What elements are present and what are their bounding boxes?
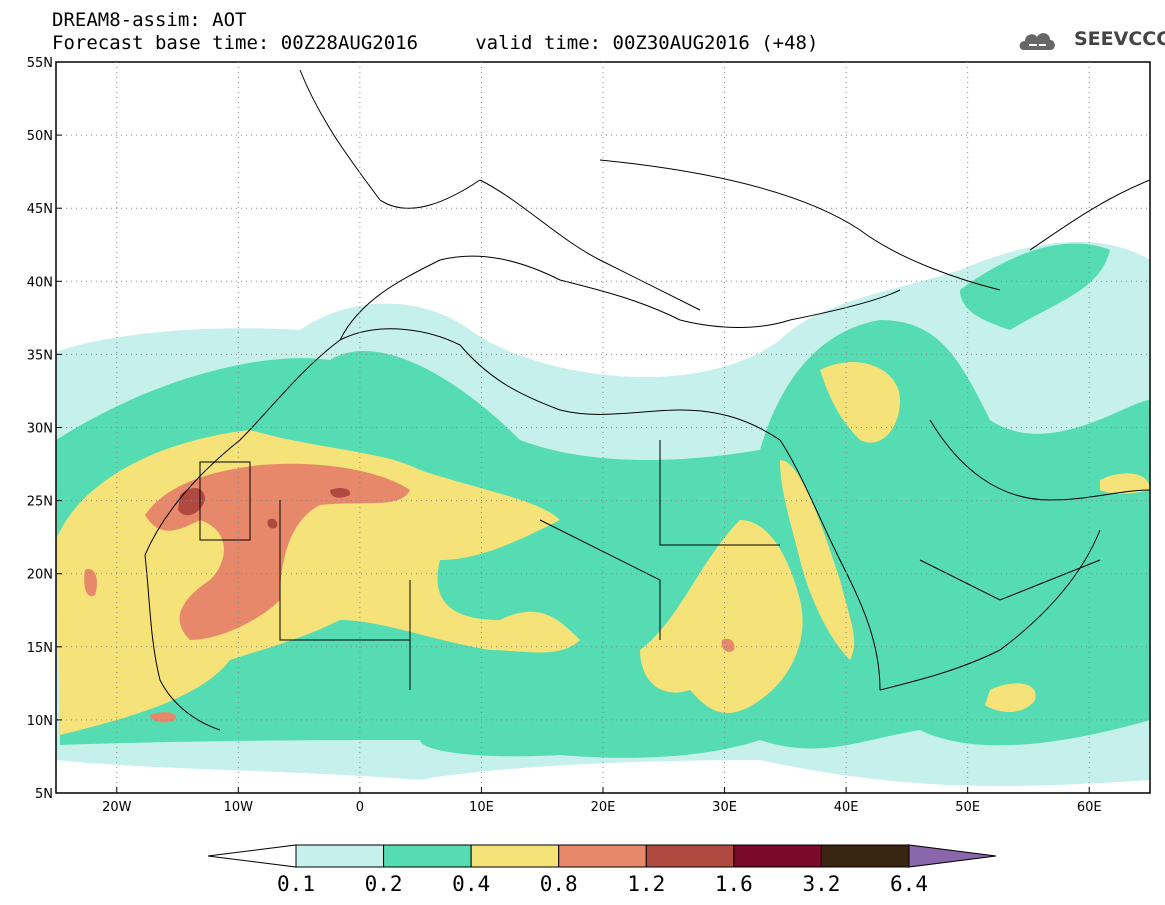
cloud-logo-icon [1019,33,1055,50]
colorbar-label: 1.2 [627,872,666,896]
lon-tick-label: 10E [469,800,494,815]
axis-ticks: 55N 50N 45N 40N 35N 30N 25N 20N 15N 10N 5N 20W 10W 0 1… [27,56,1102,815]
lon-tick-label: 20E [591,800,616,815]
graticule [56,62,1150,793]
lat-tick-label: 10N [27,714,53,729]
colorbar-swatch [733,844,822,868]
lon-tick-label: 40E [834,800,859,815]
colorbar [207,844,997,868]
lat-tick-label: 20N [27,568,53,583]
lat-tick-label: 40N [27,275,53,290]
lat-tick-label: 50N [27,129,53,144]
colorbar-swatch [470,844,560,868]
colorbar-label: 3.2 [802,872,841,896]
lat-tick-label: 45N [27,202,53,217]
lat-tick-label: 55N [27,56,53,71]
lat-tick-label: 5N [35,787,53,802]
map-subtitle: Forecast base time: 00Z28AUG2016 valid t… [52,32,819,54]
colorbar-label: 0.4 [452,872,491,896]
lat-tick-label: 30N [27,422,53,437]
colorbar-swatch [558,844,647,868]
lat-tick-label: 25N [27,495,53,510]
colorbar-swatch [383,844,472,868]
lon-tick-label: 60E [1077,800,1102,815]
lon-tick-label: 20W [102,800,132,815]
lat-tick-label: 15N [27,641,53,656]
lon-tick-label: 10W [224,800,254,815]
aot-contours [56,241,1150,786]
colorbar-label: 0.8 [539,872,578,896]
colorbar-label: 0.1 [277,872,315,896]
lon-tick-label: 30E [712,800,737,815]
colorbar-swatch [645,844,735,868]
colorbar-label: 1.6 [714,872,753,896]
colorbar-swatch [820,844,910,868]
lon-tick-label: 0 [356,800,364,815]
colorbar-lower-extension [207,844,297,868]
colorbar-swatch [295,844,385,868]
lat-tick-label: 35N [27,348,53,363]
colorbar-label: 6.4 [890,872,928,896]
colorbar-upper-extension [908,844,997,868]
lon-tick-label: 50E [955,800,980,815]
logo-text: SEEVCCC [1074,28,1165,50]
colorbar-label: 0.2 [364,872,403,896]
map-title: DREAM8-assim: AOT [52,9,247,31]
